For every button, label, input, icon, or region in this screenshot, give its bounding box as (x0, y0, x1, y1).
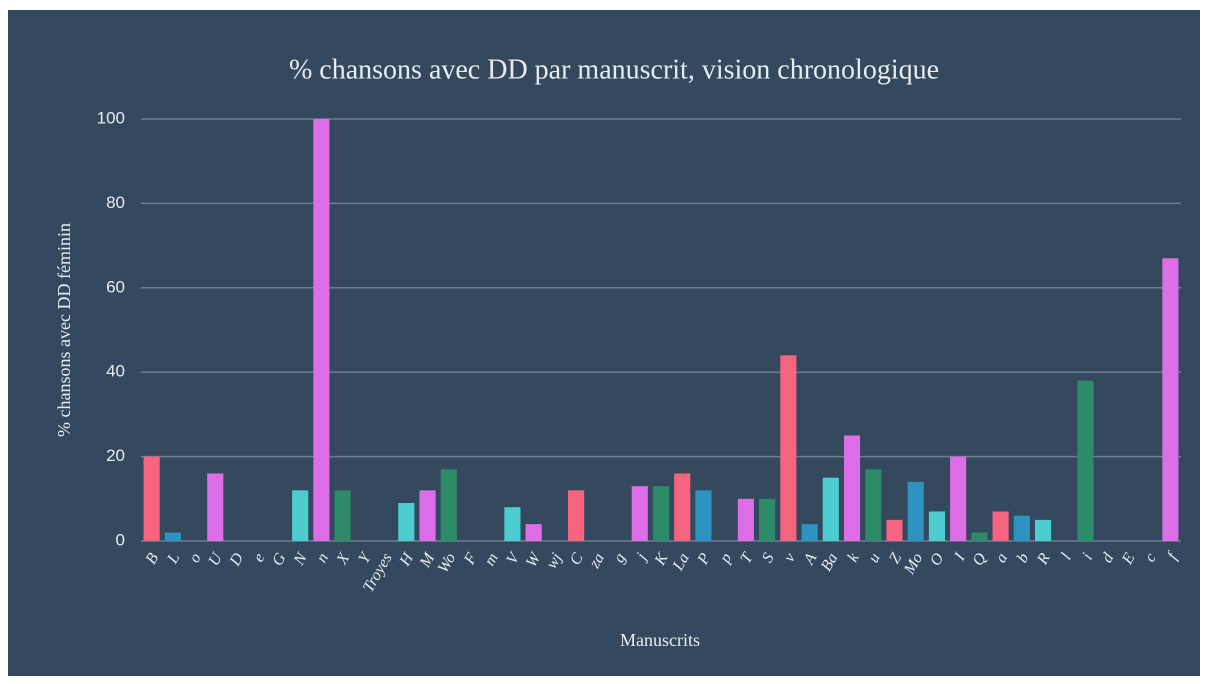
bar (398, 503, 415, 541)
x-axis-title: Manuscrits (620, 630, 700, 650)
bar (674, 473, 691, 541)
bar (843, 435, 861, 541)
x-tick-label: Ba (818, 550, 842, 574)
bar (695, 490, 712, 541)
bar (1077, 380, 1094, 541)
bar (292, 490, 309, 541)
x-tick-label: za (586, 550, 608, 572)
bar (440, 469, 457, 541)
bar (971, 532, 988, 541)
bar (419, 490, 436, 541)
bar (780, 355, 797, 541)
y-tick-label: 100 (97, 108, 125, 127)
bar (1162, 258, 1179, 541)
bar (334, 490, 351, 541)
bar (1034, 519, 1052, 541)
bar (865, 469, 882, 541)
bar (164, 532, 181, 541)
x-tick-label: La (669, 550, 693, 574)
bar (759, 498, 776, 541)
bar (737, 498, 754, 541)
bar (992, 511, 1009, 541)
y-axis-title: % chansons avec DD féminin (54, 223, 74, 437)
y-tick-label: 20 (106, 446, 125, 465)
y-tick-label: 0 (116, 530, 125, 549)
background (8, 10, 1200, 676)
y-tick-label: 80 (106, 193, 125, 212)
bar (1013, 515, 1030, 541)
chart-title: % chansons avec DD par manuscrit, vision… (289, 54, 939, 85)
bar (207, 473, 224, 541)
bar (950, 456, 967, 541)
bar (568, 490, 585, 541)
bar (886, 519, 903, 541)
bar (313, 119, 330, 541)
y-tick-label: 40 (106, 362, 125, 381)
bar (928, 511, 945, 541)
bar (525, 524, 542, 541)
bar (143, 456, 160, 541)
bar (631, 486, 648, 541)
bar (504, 507, 521, 541)
bar (907, 481, 924, 541)
y-tick-label: 60 (106, 277, 125, 296)
bar (822, 477, 839, 541)
bar (801, 524, 818, 541)
bar (652, 486, 670, 541)
